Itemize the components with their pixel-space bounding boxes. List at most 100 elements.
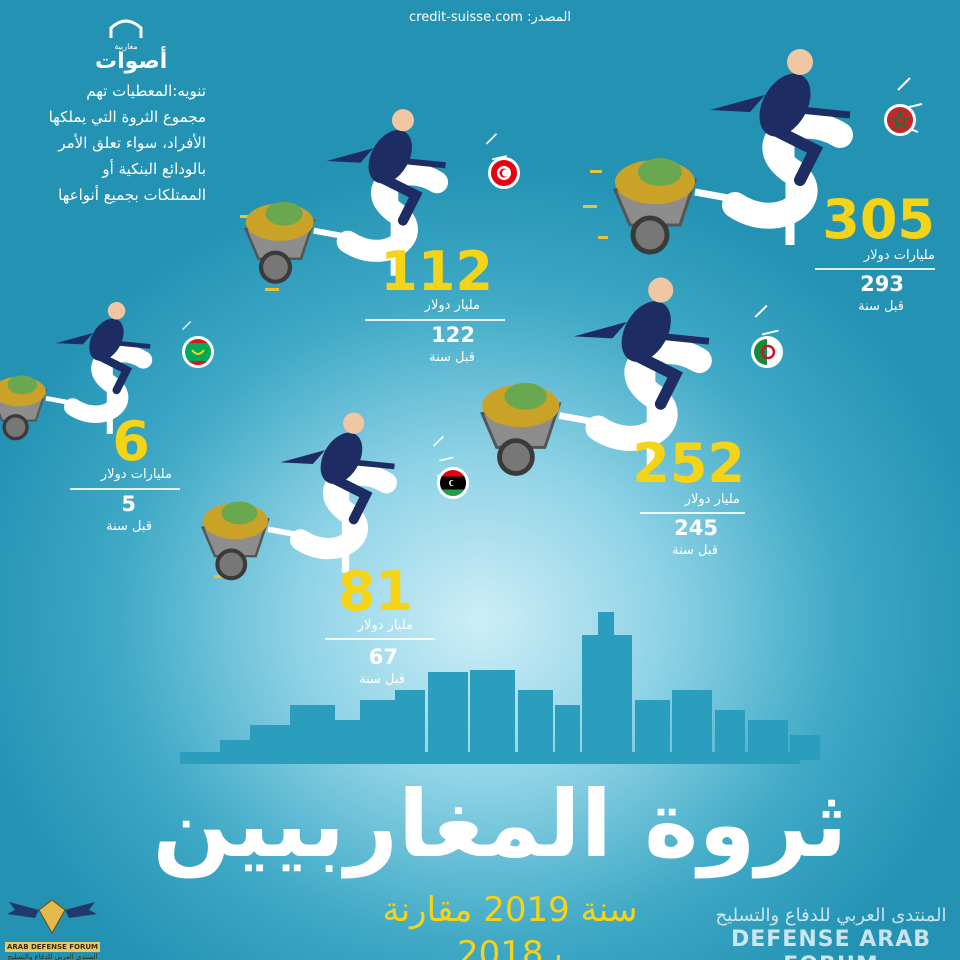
badge-text-english: ARAB DEFENSE FORUM (5, 942, 100, 952)
wheel (258, 250, 293, 284)
businessman-head (343, 412, 365, 434)
disclaimer-line: بالودائع البنكية أو (102, 160, 206, 178)
previous-year-label: قبل سنة (359, 672, 405, 687)
disclaimer-line: تنويه:المعطيات تهم (86, 82, 206, 100)
businessman-leg (95, 352, 133, 395)
wealth-value-2019: 6 (112, 410, 150, 473)
value-divider (815, 268, 935, 270)
previous-year-label: قبل سنة (858, 299, 904, 314)
wheel (630, 215, 670, 255)
disclaimer-line: الأفراد، سواء تعلق الأمر (58, 134, 206, 152)
watermark-arabic: المنتدى العربي للدفاع والتسليح (715, 905, 947, 926)
source-line: المصدر: credit-suisse.com (380, 10, 600, 25)
wealth-figure (243, 109, 507, 284)
watermark-badge: ARAB DEFENSE FORUM المنتدى العربي للدفاع… (5, 888, 100, 960)
coat-tail (280, 450, 326, 464)
cash-bundle (504, 382, 547, 410)
wealth-unit: مليار دولار (357, 618, 413, 633)
wealth-value-2019: 305 (822, 188, 935, 251)
speed-line (433, 435, 445, 447)
previous-year-label: قبل سنة (429, 350, 475, 365)
wealth-unit: مليار دولار (684, 492, 740, 507)
businessman-arm (116, 340, 151, 349)
speed-line (897, 77, 911, 91)
value-divider (70, 488, 180, 490)
businessman-head (648, 277, 674, 303)
disclaimer-line: مجموع الثروة التي يملكها (48, 108, 206, 126)
cash-bundle (221, 501, 258, 525)
wheel (2, 414, 29, 441)
coat-tail (710, 95, 765, 112)
coat-tail (326, 148, 374, 163)
businessman-leg (328, 473, 373, 525)
businessman-head (391, 109, 415, 132)
libya-flag-icon (437, 467, 469, 499)
wealth-value-2018: 67 (368, 645, 398, 669)
cash-bundle (7, 375, 38, 395)
businessman-leg (376, 172, 423, 226)
cash-bundle (638, 158, 682, 186)
businessman-head (787, 49, 813, 75)
tunisia-flag-icon (488, 157, 520, 189)
wings-emblem-icon (7, 899, 97, 935)
businessman-body (320, 432, 363, 484)
wheel (215, 548, 248, 581)
previous-year-label: قبل سنة (106, 519, 152, 534)
wealth-figure (200, 412, 454, 581)
businessman-body (89, 318, 124, 361)
disclaimer-line: الممتلكات بجميع أنواعها (58, 186, 206, 204)
speed-line (439, 456, 454, 462)
wealth-unit: مليارات دولار (863, 248, 935, 263)
publisher-logo: مغاربية أصوات (95, 18, 168, 74)
source-url: credit-suisse.com (409, 10, 523, 25)
businessman-arm (402, 158, 446, 169)
speed-line (485, 133, 498, 145)
businessman-arm (660, 333, 710, 345)
wealth-value-2019: 81 (337, 560, 413, 623)
wealth-figure (480, 277, 779, 476)
wealth-unit: مليار دولار (424, 298, 480, 313)
badge-text-arabic: المنتدى العربي للدفاع والتسليح (7, 953, 98, 960)
mosque-dome-icon (109, 19, 143, 38)
wealth-value-2019: 112 (380, 240, 493, 303)
speed-line (754, 304, 768, 318)
disclaimer: تنويه:المعطيات تهم مجموع الثروة التي يمل… (18, 78, 206, 208)
wealth-value-2018: 5 (121, 492, 136, 516)
watermark-defense-arab-forum: المنتدى العربي للدفاع والتسليح DEFENSE A… (708, 905, 954, 960)
value-divider (640, 512, 745, 514)
businessman-arm (353, 459, 395, 470)
businessman-body (368, 130, 412, 184)
businessman-arm (799, 106, 851, 119)
speed-line (761, 329, 779, 336)
watermark-english: DEFENSE ARAB FORUM (730, 927, 932, 960)
cash-bundle (265, 201, 303, 226)
page-subtitle: سنة 2019 مقارنة بـ2018 (382, 890, 638, 960)
wealth-value-2018: 293 (860, 272, 904, 296)
city-skyline (180, 612, 820, 764)
value-divider (365, 319, 505, 321)
page-title: ثروة المغاربيين (152, 771, 848, 878)
logo-text: أصوات (95, 49, 168, 74)
source-label: المصدر: (527, 10, 571, 25)
value-divider (325, 638, 435, 640)
wealth-value-2018: 245 (674, 516, 718, 540)
wealth-unit: مليارات دولار (100, 467, 172, 482)
businessman-body (759, 73, 811, 137)
wealth-figure (612, 49, 923, 255)
wealth-value-2019: 252 (632, 432, 745, 495)
coat-tail (55, 332, 93, 345)
wealth-value-2018: 122 (431, 323, 475, 347)
businessman-head (107, 302, 126, 320)
logo-subtitle: مغاربية (114, 42, 138, 51)
coat-tail (573, 321, 627, 339)
businessman-body (621, 301, 671, 362)
algeria-flag-icon (751, 336, 783, 368)
businessman-leg (769, 124, 824, 186)
mauritania-flag-icon (182, 336, 214, 368)
morocco-flag-icon (884, 104, 916, 136)
businessman-leg (630, 349, 683, 410)
previous-year-label: قبل سنة (672, 543, 718, 558)
wheel (497, 438, 535, 476)
